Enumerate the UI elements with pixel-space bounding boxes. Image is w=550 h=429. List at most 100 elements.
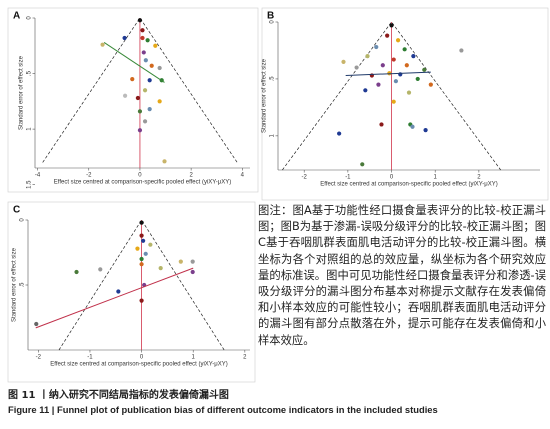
data-point [145, 38, 150, 43]
data-point [135, 246, 140, 251]
data-point [122, 93, 128, 98]
data-point [98, 267, 103, 272]
data-point [142, 88, 148, 93]
y-tick-label: 0 [20, 218, 26, 222]
fit-line [345, 71, 431, 77]
data-point [142, 119, 148, 124]
x-tick-label: 2 [477, 175, 481, 181]
data-point [139, 262, 144, 267]
figure-note: 图注：图A基于功能性经口摄食量表评分的比较-校正漏斗图；图B为基于渗漏-误吸分级… [258, 204, 546, 347]
data-point [143, 251, 148, 256]
data-point [459, 48, 464, 53]
data-point [341, 59, 346, 64]
x-tick-label: 1 [434, 175, 438, 181]
data-point [137, 18, 143, 23]
data-point [410, 124, 415, 129]
data-point [137, 109, 143, 114]
data-point [139, 220, 144, 225]
y-tick-label: 0 [27, 16, 33, 20]
figure-title-en: Figure 11 | Funnel plot of publication b… [8, 404, 438, 415]
figure: A-4 -2 0 2 40.511.5 Effect size centred at co… [7, 7, 549, 383]
data-point [423, 128, 428, 133]
data-point [415, 76, 420, 82]
figure-title-cn: 图 11 丨纳入研究不同结局指标的发表偏倚漏斗图 [8, 390, 229, 401]
data-point [337, 131, 342, 136]
data-point [149, 63, 154, 68]
data-point [74, 269, 79, 275]
funnel-line [58, 219, 225, 351]
x-tick-label: -4 [35, 173, 41, 179]
data-point [190, 259, 195, 264]
data-point [354, 65, 359, 70]
data-point [153, 43, 158, 48]
x-axis-label: Effect size centred at comparison-specif… [320, 182, 497, 188]
y-tick-label: 1.5 [27, 180, 33, 189]
fit-line [103, 42, 165, 83]
y-tick-label: 0 [270, 20, 276, 24]
panel-frame [261, 7, 549, 201]
data-point [391, 99, 396, 104]
x-tick-label: -2 [302, 175, 308, 181]
data-point [158, 266, 163, 271]
y-tick-label: 1 [27, 127, 33, 131]
data-point [148, 242, 153, 247]
data-point [380, 63, 385, 68]
data-point [139, 233, 144, 238]
panel-label: A [13, 11, 20, 22]
y-axis-label: Standard error of effect size [19, 55, 25, 130]
data-point [34, 321, 39, 327]
x-axis-label: Effect size centred at comparison-specif… [54, 180, 231, 186]
data-point [406, 90, 412, 95]
funnel-line [42, 17, 238, 163]
data-point [374, 44, 379, 50]
data-point [376, 82, 381, 87]
x-tick-label: -1 [345, 175, 351, 181]
data-point [365, 54, 370, 59]
data-point [116, 289, 121, 294]
data-point [100, 42, 105, 47]
panel-frame [7, 201, 256, 383]
data-point [141, 50, 146, 55]
data-point [162, 159, 167, 164]
fit-line [35, 267, 194, 329]
data-point [139, 256, 144, 262]
data-point [379, 122, 384, 127]
data-point [385, 33, 390, 38]
x-tick-label: -2 [36, 355, 42, 361]
data-point [143, 58, 148, 63]
data-point [122, 35, 127, 41]
data-point [404, 63, 409, 68]
data-point [389, 23, 394, 28]
data-point [391, 57, 396, 62]
x-tick-label: 0 [140, 355, 144, 361]
x-tick-label: 0 [390, 175, 394, 181]
data-point [147, 107, 152, 112]
y-tick-label: .5 [27, 70, 33, 76]
x-tick-label: 2 [189, 173, 193, 179]
data-point [428, 82, 433, 87]
data-point [402, 47, 407, 52]
funnel-line [282, 21, 501, 171]
data-point [360, 162, 365, 167]
x-tick-label: 1 [192, 355, 196, 361]
data-point [147, 78, 152, 83]
data-point [135, 95, 140, 101]
panel-label: B [267, 11, 274, 22]
x-tick-label: 2 [243, 355, 247, 361]
y-tick-label: .5 [20, 282, 26, 288]
y-tick-label: .5 [270, 76, 276, 82]
data-point [137, 128, 143, 133]
data-point [178, 259, 183, 264]
data-point [130, 77, 135, 82]
data-point [422, 67, 427, 72]
x-tick-label: 4 [241, 173, 245, 179]
x-axis-label: Effect size centred at comparison-specif… [50, 362, 227, 368]
data-point [411, 54, 416, 59]
data-point [157, 65, 162, 71]
y-axis-label: Standard error of effect size [12, 247, 18, 322]
x-tick-label: -1 [87, 355, 93, 361]
panel-frame [7, 7, 259, 193]
data-point [157, 99, 162, 104]
data-point [140, 28, 145, 33]
